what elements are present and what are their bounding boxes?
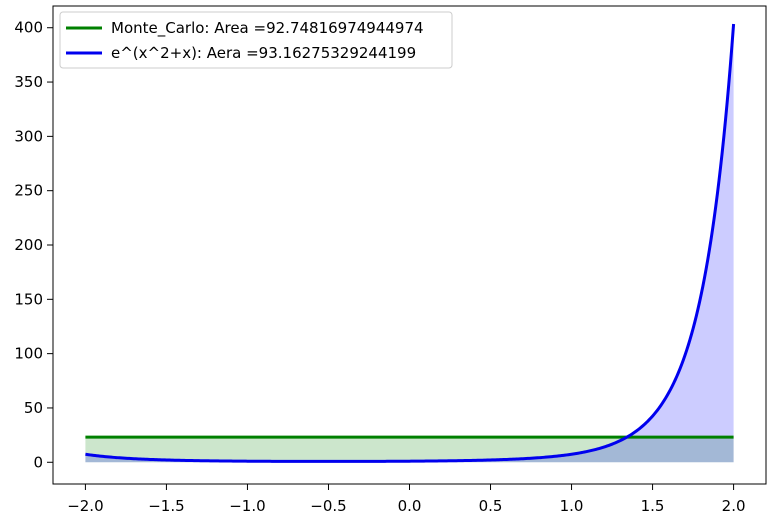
x-tick-label: 2.0	[722, 497, 746, 515]
y-tick-label: 100	[14, 345, 43, 363]
legend-label-monte-carlo: Monte_Carlo: Area =92.74816974944974	[111, 19, 424, 38]
x-tick-label: −0.5	[310, 497, 346, 515]
x-tick-label: 1.0	[560, 497, 584, 515]
y-tick-label: 200	[14, 236, 43, 254]
x-tick-label: 1.5	[641, 497, 665, 515]
series-line-function	[85, 23, 736, 463]
y-tick-label: 250	[14, 182, 43, 200]
area-fills	[85, 24, 734, 463]
y-tick-label: 400	[14, 19, 43, 37]
y-tick-label: 0	[33, 453, 43, 471]
legend-label-function: e^(x^2+x): Aera =93.16275329244199	[111, 44, 416, 62]
x-tick-label: −2.0	[67, 497, 103, 515]
x-axis: −2.0 −1.5 −1.0 −0.5 0.0 0.5 1.0 1.5 2.0	[67, 484, 746, 515]
y-tick-label: 50	[24, 399, 43, 417]
y-tick-label: 300	[14, 127, 43, 145]
y-tick-label: 350	[14, 73, 43, 91]
x-tick-label: 0.5	[479, 497, 503, 515]
y-tick-label: 150	[14, 290, 43, 308]
legend: Monte_Carlo: Area =92.74816974944974 e^(…	[59, 11, 453, 69]
series-lines	[85, 23, 736, 463]
legend-box	[59, 11, 453, 69]
x-tick-label: −1.5	[148, 497, 184, 515]
area-fill-monte-carlo	[85, 437, 734, 463]
area-fill-function	[85, 24, 734, 463]
y-axis: 0 50 100 150 200 250 300 350 400	[14, 19, 53, 471]
x-tick-label: −1.0	[229, 497, 265, 515]
x-tick-label: 0.0	[398, 497, 422, 515]
